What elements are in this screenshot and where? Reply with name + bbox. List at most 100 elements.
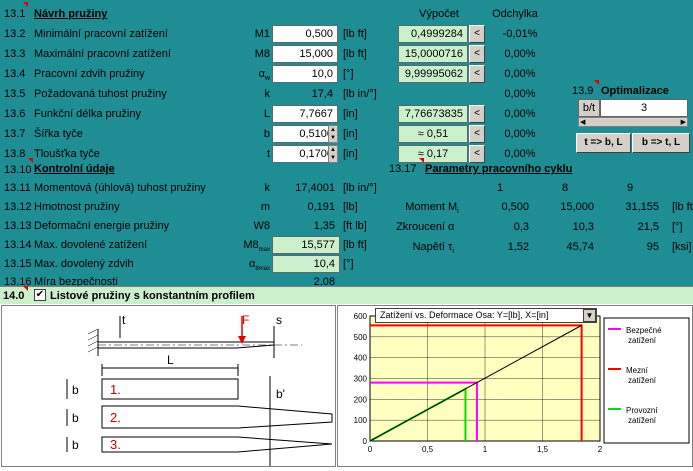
spin-up-icon[interactable]: ▲ [330, 127, 336, 133]
x-tick-label: 2 [598, 445, 603, 454]
row-unit: [°] [343, 258, 354, 270]
cycle-row-label: Moment [405, 201, 445, 213]
row-deviation: 0,00% [488, 45, 552, 63]
cycle-symbol-sub: i [457, 208, 459, 216]
optim-value[interactable]: 3 [600, 99, 688, 117]
scroll-right-icon[interactable]: ▶ [680, 119, 686, 126]
row-symbol-sub: 8max [255, 266, 270, 273]
cycle-row-unit: [ksi] [672, 241, 692, 253]
section-num: 13.10 [0, 160, 32, 180]
row-apply-button[interactable]: < [469, 125, 485, 143]
legend-label: zatížení [628, 336, 657, 345]
row-label: Funkční délka pružiny [34, 108, 141, 120]
chevron-down-icon[interactable]: ▼ [583, 309, 596, 322]
label-t: t [122, 313, 126, 327]
comment-marker [23, 2, 28, 7]
row-deviation: 0,00% [488, 65, 552, 83]
row-symbol-sub: w [264, 75, 270, 83]
label-b-2: b [72, 411, 79, 425]
row-value-input[interactable]: 15,000 [272, 45, 338, 63]
optim-b-button[interactable]: b => t, L [632, 133, 690, 153]
row-calc: ≈ 0,17 [398, 145, 468, 163]
row-num: 13.15 [0, 254, 32, 274]
row-value-input[interactable]: 0,1700 [272, 145, 338, 163]
row-value: 0,191 [272, 198, 340, 216]
spin-up-icon[interactable]: ▲ [330, 147, 336, 153]
cycle-col-header: 8 [561, 182, 569, 194]
row-apply-button[interactable]: < [469, 25, 485, 43]
leaf-section-bar [0, 286, 693, 304]
row-calc: ≈ 0,51 [398, 125, 468, 143]
row-num: 13.11 [0, 178, 31, 198]
spring-drawing-svg: t F s L b b b b' 1. 2. 3. [66, 313, 333, 466]
cycle-row-unit: [°] [672, 221, 683, 233]
row-num: 13.5 [0, 84, 28, 104]
x-tick-label: 0,5 [422, 445, 434, 454]
row-value-input[interactable]: 10,0 [272, 65, 338, 83]
row-calc: 9,99995062 [398, 65, 468, 83]
y-tick-label: 400 [354, 354, 368, 363]
row-value-input[interactable]: 7,7667 [272, 105, 338, 123]
cycle-value: 10,3 [535, 218, 599, 236]
row-deviation: 0,00% [488, 145, 552, 163]
y-tick-label: 500 [354, 333, 368, 342]
optim-t-button[interactable]: t => b, L [576, 133, 631, 153]
row-label: Hmotnost pružiny [34, 201, 120, 213]
row-value: 15,577 [272, 236, 340, 254]
chart-axis-select[interactable]: Zatížení vs. Deformace Osa: Y=[lb], X=[i… [375, 308, 597, 323]
leaf-title: Listové pružiny s konstantním profilem [50, 290, 255, 302]
row-value-input[interactable]: 0,500 [272, 25, 338, 43]
cycle-value: 0,500 [470, 198, 534, 216]
row-label: Max. dovolený zdvih [34, 258, 134, 270]
y-tick-label: 600 [354, 312, 368, 321]
row-symbol: M8 [254, 48, 270, 60]
row-apply-button[interactable]: < [469, 145, 485, 163]
label-L: L [167, 353, 174, 367]
row-apply-button[interactable]: < [469, 105, 485, 123]
comment-marker [594, 80, 599, 85]
scroll-left-icon[interactable]: ◀ [580, 119, 586, 126]
cycle-num: 13.17 [389, 163, 417, 175]
legend-label: Bezpečné [626, 326, 662, 335]
row-unit: [lb ft] [343, 48, 367, 60]
row-num: 13.6 [0, 104, 28, 124]
leaf-checkbox[interactable]: ✔ [34, 289, 46, 301]
row-deviation: 0,00% [488, 125, 552, 143]
row-label: Momentová (úhlová) tuhost pružiny [34, 182, 206, 194]
cycle-symbol-sub: i [452, 248, 454, 256]
row-num: 13.13 [0, 216, 32, 236]
row-symbol: m [260, 201, 270, 213]
row-unit: [lb in/°] [343, 182, 377, 194]
control-title: Kontrolní údaje [34, 163, 115, 175]
y-tick-label: 200 [354, 395, 368, 404]
row-apply-button[interactable]: < [469, 65, 485, 83]
col-odchylka: Odchylka [492, 8, 538, 20]
row-symbol: t [266, 148, 270, 160]
row-unit: [in] [343, 128, 358, 140]
cycle-row-symbol: τi [448, 241, 454, 256]
row-label: Šířka tyče [34, 128, 83, 140]
row-label: Požadovaná tuhost pružiny [34, 88, 167, 100]
row-spinner[interactable]: ▲ ▼ [328, 145, 338, 163]
cycle-value: 45,74 [535, 238, 599, 256]
legend-label: Mezní [626, 366, 649, 375]
row-symbol: αw [258, 68, 270, 83]
row-num: 13.8 [0, 144, 28, 164]
row-label: Tloušťka tyče [34, 148, 100, 160]
spin-down-icon[interactable]: ▼ [330, 135, 336, 141]
row-apply-button[interactable]: < [469, 45, 485, 63]
section-num: 13.1 [0, 4, 28, 24]
y-tick-label: 100 [354, 416, 368, 425]
row-num: 13.2 [0, 24, 28, 44]
optim-scrollbar[interactable]: ◀ ▶ [578, 117, 688, 127]
row-value: 10,4 [272, 255, 340, 273]
cycle-value: 0,3 [470, 218, 534, 236]
comment-marker [28, 158, 33, 163]
row-label: Minimální pracovní zatížení [34, 28, 168, 40]
row-spinner[interactable]: ▲ ▼ [328, 125, 338, 143]
cycle-value: 31,155 [600, 198, 664, 216]
comment-marker [419, 158, 424, 163]
spin-down-icon[interactable]: ▼ [330, 155, 336, 161]
row-unit: [lb ft] [343, 28, 367, 40]
